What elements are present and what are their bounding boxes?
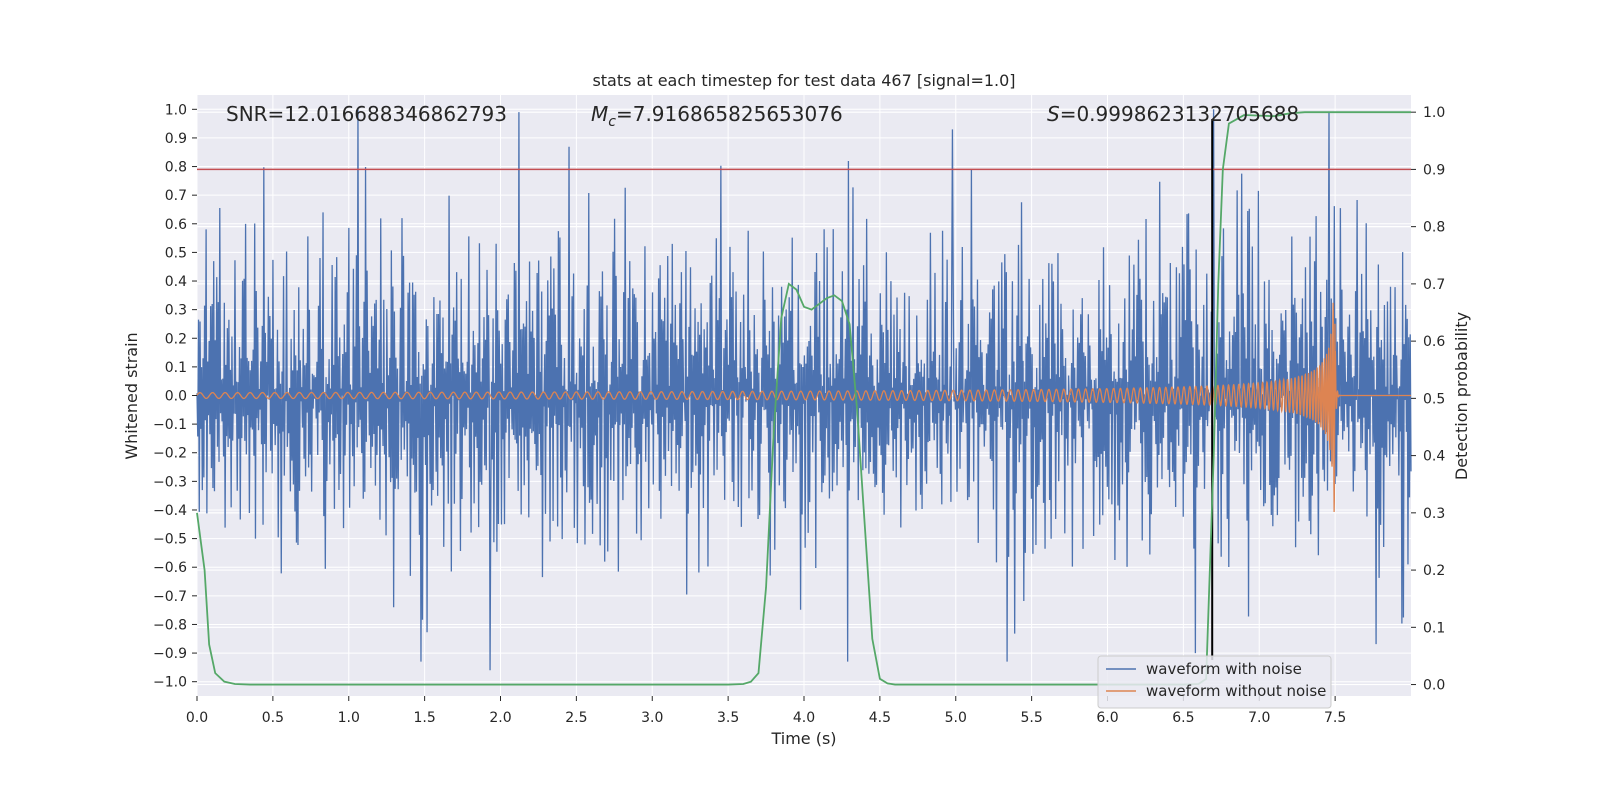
x-tick-label: 1.0 — [338, 710, 360, 726]
chirp-mass-value: =7.916865825653076 — [616, 102, 843, 126]
y-tick-label: −0.8 — [153, 617, 187, 633]
x-tick-label: 2.5 — [565, 710, 587, 726]
x-tick-label: 4.0 — [793, 710, 815, 726]
x-tick-label: 6.0 — [1096, 710, 1118, 726]
x-tick-label: 6.5 — [1172, 710, 1194, 726]
y-tick-label: 1.0 — [165, 102, 187, 118]
series-layer — [196, 109, 1412, 671]
legend-label-noise: waveform with noise — [1146, 660, 1302, 678]
y-right-tick-label: 0.3 — [1423, 506, 1445, 522]
x-tick-label: 3.0 — [641, 710, 663, 726]
y-tick-label: −0.9 — [153, 646, 187, 662]
y-right-tick-label: 0.1 — [1423, 620, 1445, 636]
x-tick-label: 3.5 — [717, 710, 739, 726]
y-right-tick-label: 0.2 — [1423, 563, 1445, 579]
y-right-tick-label: 0.6 — [1423, 334, 1445, 350]
y-axis-label: Whitened strain — [122, 332, 141, 459]
y-tick-label: −0.5 — [153, 532, 187, 548]
x-axis-label: Time (s) — [770, 729, 836, 748]
chirp-mass-annotation: Mc=7.916865825653076 — [591, 102, 843, 130]
y-tick-label: 0.4 — [165, 274, 187, 290]
y-tick-label: 0.2 — [165, 331, 187, 347]
x-tick-label: 4.5 — [869, 710, 891, 726]
x-tick-label: 5.5 — [1020, 710, 1042, 726]
y-tick-label: −0.4 — [153, 503, 187, 519]
y-tick-label: 0.8 — [165, 160, 187, 176]
x-tick-label: 0.0 — [186, 710, 208, 726]
x-tick-label: 5.0 — [945, 710, 967, 726]
ticks: 0.0 0.5 1.0 1.5 2.0 2.5 3.0 3.5 4.0 4.5 5.0 5.5 6.0 6… — [153, 102, 1445, 726]
y-tick-label: 0.6 — [165, 217, 187, 233]
overlay-layer — [196, 111, 1411, 686]
y-right-tick-label: 0.7 — [1423, 277, 1445, 293]
y-tick-label: −0.6 — [153, 560, 187, 576]
y-right-tick-label: 0.5 — [1423, 391, 1445, 407]
statistic-annotation: S=0.9998623132705688 — [1047, 102, 1299, 126]
series-line-waveform-without-noise — [196, 302, 1411, 513]
y-right-tick-label: 1.0 — [1423, 105, 1445, 121]
chirp-mass-subscript: c — [608, 114, 616, 130]
x-tick-label: 7.5 — [1324, 710, 1346, 726]
y-tick-label: −1.0 — [153, 675, 187, 691]
y-tick-label: 0.1 — [165, 360, 187, 376]
y-tick-label: −0.2 — [153, 446, 187, 462]
y-tick-label: 0.0 — [165, 389, 187, 405]
x-tick-label: 1.5 — [413, 710, 435, 726]
snr-annotation: SNR=12.016688346862793 — [226, 102, 507, 126]
y-right-tick-label: 0.8 — [1423, 220, 1445, 236]
y-tick-label: 0.5 — [165, 245, 187, 261]
x-tick-label: 0.5 — [262, 710, 284, 726]
statistic-value: =0.9998623132705688 — [1060, 102, 1299, 126]
y-axis-label-right: Detection probability — [1452, 312, 1471, 480]
legend: waveform with noise waveform without noi… — [1097, 655, 1332, 709]
y-tick-label: 0.9 — [165, 131, 187, 147]
x-tick-label: 2.0 — [489, 710, 511, 726]
y-tick-label: −0.1 — [153, 417, 187, 433]
y-right-tick-label: 0.0 — [1423, 678, 1445, 694]
y-tick-label: 0.7 — [165, 188, 187, 204]
y-right-tick-label: 0.9 — [1423, 162, 1445, 178]
y-tick-label: −0.7 — [153, 589, 187, 605]
legend-label-clean: waveform without noise — [1146, 682, 1326, 700]
y-tick-label: 0.3 — [165, 303, 187, 319]
series-line-detection-probability — [196, 111, 1411, 686]
statistic-symbol: S — [1047, 102, 1060, 126]
chart-title: stats at each timestep for test data 467… — [592, 71, 1015, 90]
y-tick-label: −0.3 — [153, 474, 187, 490]
chirp-mass-symbol: M — [591, 102, 608, 126]
y-right-tick-label: 0.4 — [1423, 449, 1445, 465]
legend-box — [1097, 655, 1332, 709]
x-tick-label: 7.0 — [1248, 710, 1270, 726]
